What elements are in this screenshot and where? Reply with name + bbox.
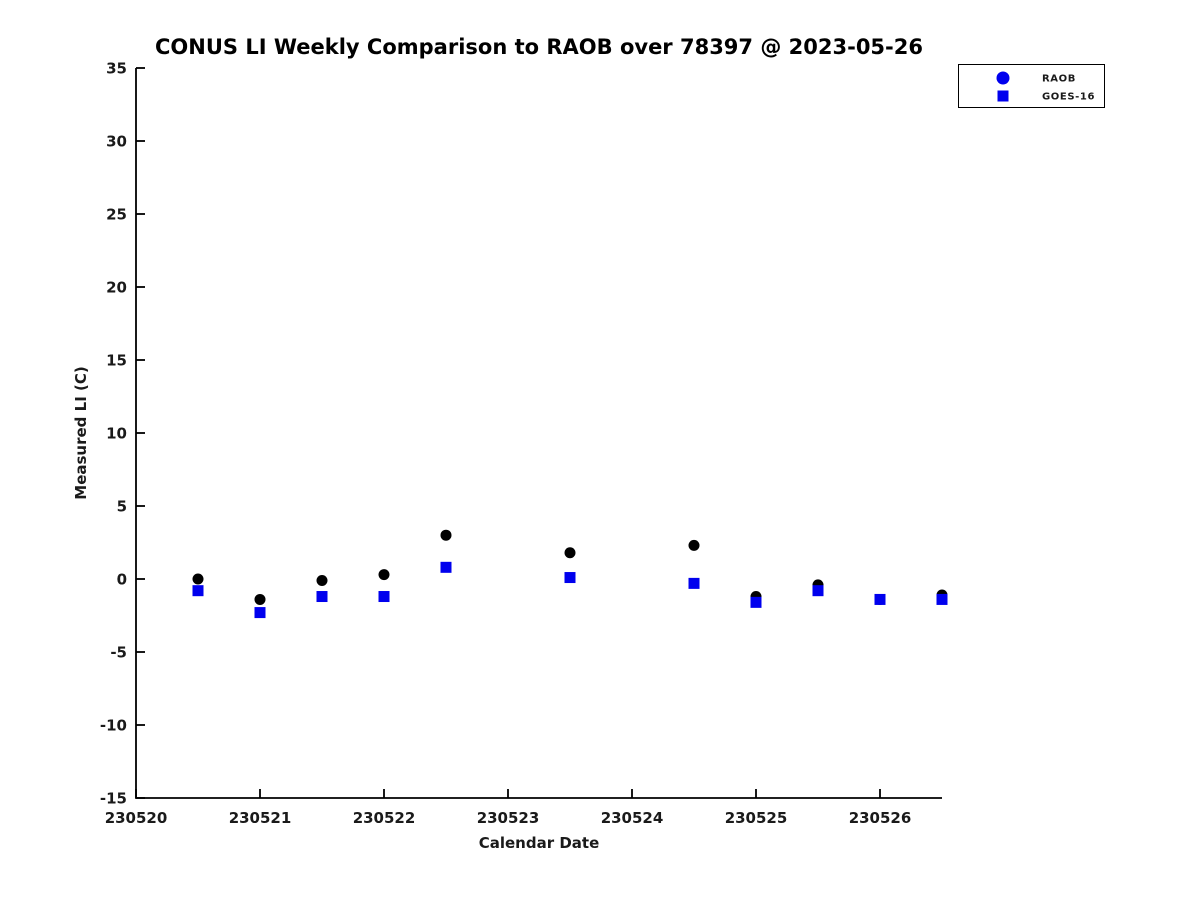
axis-line [135, 68, 942, 799]
data-point-goes-16 [440, 561, 452, 573]
data-point-goes-16 [316, 591, 328, 603]
y-tick-label: 10 [106, 425, 127, 443]
legend-label-goes-16: GOES-16 [1042, 92, 1095, 103]
y-tick-label: 35 [106, 60, 127, 78]
data-point-goes-16 [378, 591, 390, 603]
x-tick-label: 230520 [105, 809, 168, 827]
data-point-goes-16 [936, 593, 948, 605]
y-tick-label: -10 [100, 717, 127, 735]
y-tick-label: 20 [106, 279, 127, 297]
data-point-goes-16 [874, 593, 886, 605]
data-point-raob [192, 573, 204, 585]
data-point-raob [564, 547, 576, 559]
data-point-raob [440, 529, 452, 541]
data-point-goes-16 [688, 577, 700, 589]
x-tick-label: 230525 [725, 809, 788, 827]
y-tick-label: 30 [106, 133, 127, 151]
data-point-raob [316, 574, 328, 586]
data-point-goes-16 [750, 596, 762, 608]
y-tick-label: -5 [110, 644, 127, 662]
data-point-raob [378, 569, 390, 581]
data-point-goes-16 [192, 585, 204, 597]
y-axis-label: Measured LI (C) [72, 366, 90, 499]
data-point-goes-16 [812, 585, 824, 597]
x-tick-label: 230523 [477, 809, 540, 827]
y-tick-label: 0 [117, 571, 127, 589]
x-axis-label: Calendar Date [479, 834, 600, 852]
data-point-goes-16 [254, 607, 266, 619]
x-tick-label: 230522 [353, 809, 416, 827]
legend-label-raob: RAOB [1042, 74, 1076, 85]
x-tick-label: 230524 [601, 809, 664, 827]
legend-marker-goes-16-square-icon [997, 90, 1009, 102]
chart-title: CONUS LI Weekly Comparison to RAOB over … [155, 35, 923, 59]
data-points [192, 529, 948, 619]
y-tick-label: 5 [117, 498, 127, 516]
legend-box [958, 64, 1105, 108]
x-tick-label: 230526 [849, 809, 912, 827]
data-point-raob [254, 593, 266, 605]
legend-marker-raob-circle-icon [996, 71, 1010, 85]
data-point-goes-16 [564, 572, 576, 584]
data-point-raob [688, 539, 700, 551]
x-tick-label: 230521 [229, 809, 292, 827]
legend: RAOB GOES-16 [958, 64, 1105, 108]
y-tick-label: 15 [106, 352, 127, 370]
y-tick-label: -15 [100, 790, 127, 808]
y-tick-label: 25 [106, 206, 127, 224]
